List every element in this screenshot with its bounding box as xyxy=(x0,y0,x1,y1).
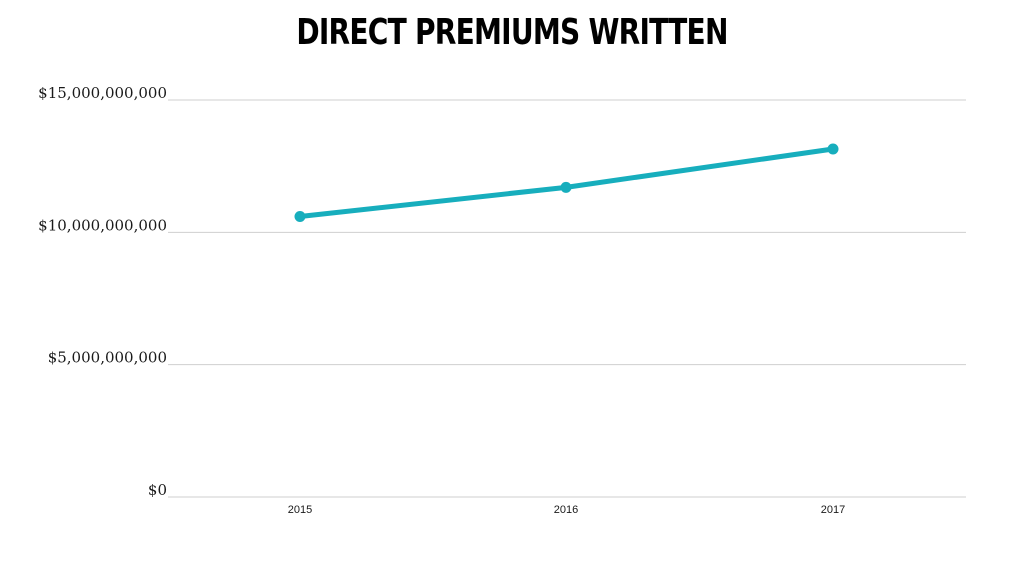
data-point xyxy=(294,210,306,222)
y-tick-label: $5,000,000,000 xyxy=(48,349,167,367)
x-tick-label: 2016 xyxy=(554,504,578,516)
y-tick-label: $10,000,000,000 xyxy=(38,216,167,234)
x-tick-label: 2017 xyxy=(821,504,845,516)
y-tick-label: $0 xyxy=(148,481,167,499)
y-tick-label: $15,000,000,000 xyxy=(38,84,167,102)
x-tick-label: 2015 xyxy=(288,504,312,516)
data-point xyxy=(827,143,839,155)
chart-title: Direct Premiums Written xyxy=(296,12,728,53)
data-point xyxy=(560,181,572,193)
